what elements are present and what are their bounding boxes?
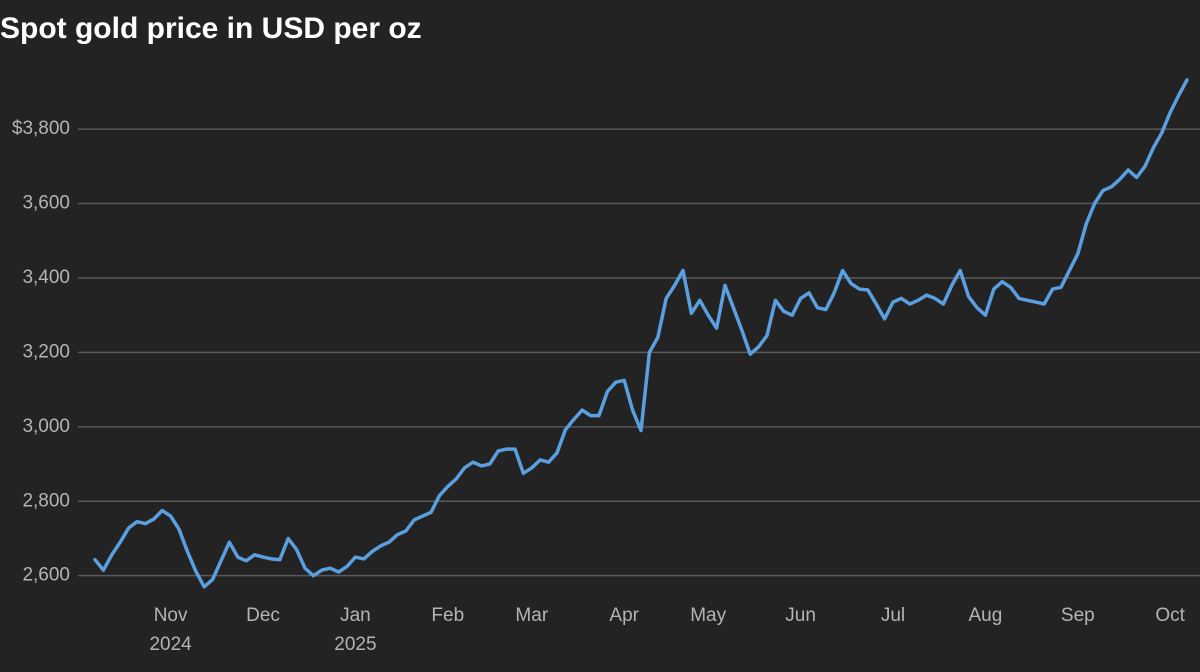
x-tick-label: Jun xyxy=(785,605,816,626)
price-line xyxy=(93,78,1189,589)
x-tick-label: May xyxy=(690,605,726,626)
x-tick-label: Nov 2024 xyxy=(149,605,192,655)
y-tick-label: 3,600 xyxy=(22,193,70,214)
x-tick-label: Apr xyxy=(609,605,639,626)
x-tick-label: Jul xyxy=(881,605,905,626)
x-tick-label: Sep xyxy=(1061,605,1095,626)
y-tick-label: $3,800 xyxy=(12,118,70,139)
y-tick-label: 2,600 xyxy=(22,565,70,586)
x-tick-label: Jan 2025 xyxy=(334,605,376,655)
x-tick-label: Dec xyxy=(246,605,280,626)
y-tick-label: 3,000 xyxy=(22,416,70,437)
x-tick-label: Feb xyxy=(431,605,464,626)
y-tick-label: 2,800 xyxy=(22,490,70,511)
chart-title: Spot gold price in USD per oz xyxy=(0,12,422,45)
x-tick-label: Oct xyxy=(1155,605,1185,626)
x-tick-label: Mar xyxy=(515,605,548,626)
y-tick-label: 3,200 xyxy=(22,341,70,362)
y-tick-label: 3,400 xyxy=(22,267,70,288)
x-tick-label: Aug xyxy=(968,605,1002,626)
